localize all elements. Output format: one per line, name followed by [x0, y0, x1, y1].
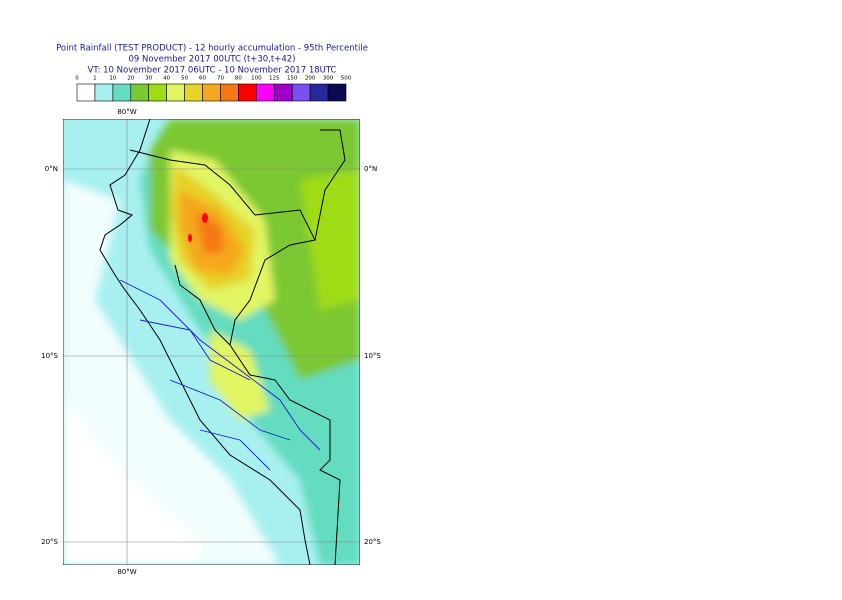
colorbar-swatch — [112, 83, 132, 102]
colorbar-swatch — [220, 83, 239, 102]
colorbar-label: 300 — [323, 76, 334, 82]
colorbar-swatch — [148, 83, 167, 102]
colorbar-swatch — [202, 83, 221, 102]
colorbar-label: 0 — [75, 76, 79, 82]
lon-label: 80°W — [117, 108, 136, 116]
lat-label: 0°N — [364, 165, 377, 173]
lat-label: 20°S — [41, 538, 58, 546]
colorbar-label: 60 — [199, 76, 206, 82]
colorbar-label: 100 — [251, 76, 262, 82]
base-time: 09 November 2017 00UTC (t+30,t+42) — [128, 55, 295, 65]
colorbar-swatch — [94, 83, 114, 102]
lon-label: 80°W — [117, 568, 136, 576]
colorbar-label: 150 — [287, 76, 298, 82]
colorbar-label: 200 — [305, 76, 316, 82]
colorbar-label: 125 — [269, 76, 280, 82]
colorbar-label: 20 — [127, 76, 134, 82]
title: Point Rainfall (TEST PRODUCT) - 12 hourl… — [56, 44, 368, 54]
colorbar-swatch — [76, 83, 96, 102]
colorbar-label: 30 — [145, 76, 152, 82]
valid-time: VT: 10 November 2017 06UTC - 10 November… — [88, 66, 337, 76]
colorbar-label: 1 — [93, 76, 97, 82]
colorbar-label: 500 — [341, 76, 352, 82]
lat-label: 10°S — [41, 352, 58, 360]
colorbar-label: 70 — [217, 76, 224, 82]
colorbar-swatch — [291, 83, 311, 102]
colorbar-swatch — [130, 83, 150, 102]
colorbar-label: 50 — [181, 76, 188, 82]
colorbar-label: 40 — [163, 76, 170, 82]
colorbar: 0 1 10 20 30 40 50 60 70 80 100 125 150 200 300 500 — [75, 76, 352, 102]
colorbar-swatch — [309, 83, 329, 102]
colorbar-label: 10 — [109, 76, 116, 82]
colorbar-swatch — [327, 83, 347, 102]
colorbar-swatch — [238, 83, 257, 102]
lat-label: 0°N — [45, 165, 58, 173]
colorbar-swatch — [256, 83, 275, 102]
map — [63, 119, 360, 565]
colorbar-swatch — [273, 83, 293, 102]
lat-label: 20°S — [364, 538, 381, 546]
colorbar-swatch — [184, 83, 203, 102]
colorbar-swatch — [166, 83, 185, 102]
lat-label: 10°S — [364, 352, 381, 360]
colorbar-label: 80 — [235, 76, 242, 82]
